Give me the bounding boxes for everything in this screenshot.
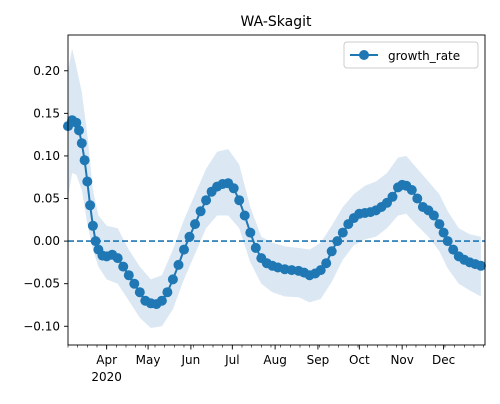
- x-tick-label: Sep: [307, 353, 330, 367]
- data-point: [448, 244, 459, 255]
- data-point: [190, 219, 200, 230]
- data-point: [239, 210, 250, 221]
- data-point: [118, 261, 129, 272]
- y-tick-label: 0.05: [33, 192, 60, 206]
- data-point: [228, 183, 239, 194]
- x-tick-year-label: 2020: [91, 370, 122, 384]
- y-tick-label: −0.10: [23, 319, 60, 333]
- data-point: [332, 236, 343, 247]
- data-point: [438, 227, 449, 238]
- data-point: [156, 295, 167, 306]
- legend-label: growth_rate: [388, 49, 460, 63]
- data-point: [71, 117, 82, 128]
- confidence-band: [68, 48, 481, 328]
- data-point: [201, 195, 212, 206]
- data-point: [87, 220, 98, 231]
- data-point: [326, 246, 337, 257]
- x-tick-label: Dec: [432, 353, 455, 367]
- data-point: [79, 155, 90, 166]
- data-point: [112, 253, 123, 264]
- data-point: [406, 185, 417, 195]
- data-point: [442, 236, 453, 247]
- x-tick-label: Jun: [181, 353, 201, 367]
- data-point: [85, 200, 96, 211]
- y-tick-label: −0.05: [23, 277, 60, 291]
- data-point: [129, 278, 140, 289]
- data-point: [245, 227, 256, 238]
- data-point: [76, 138, 87, 149]
- legend: growth_rate: [343, 41, 479, 69]
- data-point: [123, 270, 134, 281]
- data-point: [195, 206, 206, 217]
- plot-frame: [67, 34, 486, 346]
- data-point: [134, 287, 145, 298]
- data-point: [387, 191, 398, 202]
- confidence-band-layer: [68, 48, 481, 328]
- data-point: [412, 193, 423, 204]
- x-tick-label: Nov: [390, 353, 413, 367]
- data-point: [475, 260, 486, 271]
- data-point: [167, 274, 178, 285]
- legend-box: [343, 41, 479, 69]
- data-point: [321, 258, 332, 269]
- x-tick-label: Apr: [96, 353, 117, 367]
- data-point: [74, 125, 84, 136]
- y-axis: −0.10 −0.05 0.00 0.05 0.10 0.15 0.20: [23, 64, 68, 333]
- y-tick-label: 0.00: [33, 234, 60, 248]
- x-tick-label: Oct: [349, 353, 370, 367]
- data-point: [428, 210, 439, 221]
- series-points-layer: [63, 115, 486, 310]
- chart-title: WA-Skagit: [241, 14, 313, 30]
- x-tick-label: Aug: [263, 353, 286, 367]
- data-point: [162, 287, 173, 298]
- data-point: [90, 236, 101, 247]
- data-point: [337, 227, 348, 238]
- data-point: [82, 176, 93, 187]
- y-tick-label: 0.15: [33, 106, 60, 120]
- data-point: [234, 195, 245, 206]
- legend-marker-icon: [359, 50, 369, 60]
- data-point: [179, 244, 189, 255]
- x-axis: Apr 2020 May Jun Jul Aug Sep Oct Nov Dec: [67, 345, 484, 384]
- data-point: [250, 242, 261, 253]
- y-tick-label: 0.10: [33, 149, 60, 163]
- x-tick-label: May: [136, 353, 161, 367]
- data-point: [434, 219, 445, 230]
- data-point: [184, 231, 195, 242]
- data-point: [173, 259, 184, 270]
- data-point: [315, 265, 326, 276]
- y-tick-label: 0.20: [33, 64, 60, 78]
- x-tick-label: Jul: [224, 353, 239, 367]
